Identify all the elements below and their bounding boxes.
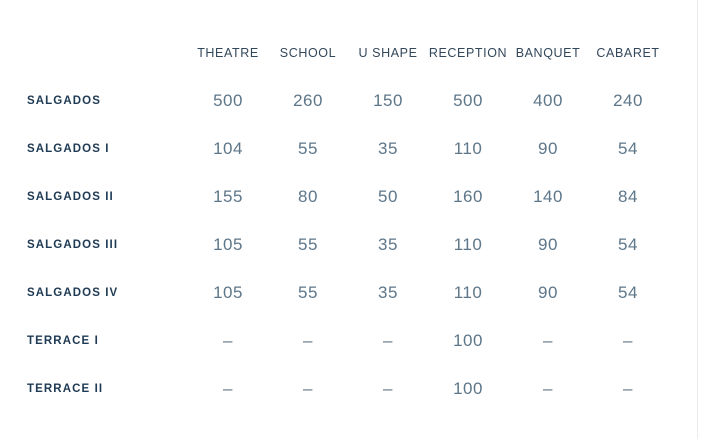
room-label-salgados: SALGADOS [27, 95, 101, 107]
capacity-cell: 500 [453, 91, 483, 110]
capacity-cell: 105 [213, 235, 243, 254]
column-header-school: SCHOOL [279, 46, 337, 60]
capacity-cell: 90 [538, 283, 558, 302]
capacity-cell: 400 [533, 91, 563, 110]
room-label-salgados-ii: SALGADOS II [27, 191, 114, 203]
capacity-cell: 90 [538, 235, 558, 254]
capacity-cell: 160 [453, 187, 483, 206]
column-header-reception: RECEPTION [428, 46, 508, 60]
capacity-cell: 90 [538, 139, 558, 158]
capacity-cell: – [623, 331, 633, 350]
capacity-cell: 55 [298, 235, 318, 254]
capacity-cell: – [383, 331, 393, 350]
room-label-salgados-iv: SALGADOS IV [27, 287, 119, 299]
capacity-cell: 35 [378, 283, 398, 302]
room-label-salgados-i: SALGADOS I [27, 143, 110, 155]
capacity-cell: 54 [618, 139, 638, 158]
capacity-cell: 55 [298, 283, 318, 302]
column-header-u-shape: U SHAPE [358, 46, 418, 60]
capacity-cell: 50 [378, 187, 398, 206]
capacity-cell: 35 [378, 235, 398, 254]
column-header-banquet: BANQUET [515, 46, 581, 60]
capacity-cell: 240 [613, 91, 643, 110]
column-header-cabaret: CABARET [596, 46, 660, 60]
capacity-cell: 155 [213, 187, 243, 206]
capacity-cell: 150 [373, 91, 403, 110]
column-header-theatre: THEATRE [197, 46, 259, 60]
capacity-table: THEATRE SCHOOL U SHAPE RECEPTION BANQUET… [0, 29, 660, 398]
room-label-terrace-i: TERRACE I [27, 335, 99, 347]
capacity-cell: – [223, 331, 233, 350]
capacity-cell: 110 [453, 283, 483, 302]
corner-cell [0, 29, 188, 77]
capacity-cell: – [303, 331, 313, 350]
capacity-cell: – [543, 379, 553, 398]
capacity-cell: 35 [378, 139, 398, 158]
capacity-cell: 80 [298, 187, 318, 206]
capacity-cell: 100 [453, 331, 483, 350]
capacity-cell: – [623, 379, 633, 398]
capacity-cell: 55 [298, 139, 318, 158]
capacity-cell: 110 [453, 235, 483, 254]
capacity-cell: 54 [618, 283, 638, 302]
capacity-cell: 54 [618, 235, 638, 254]
capacity-cell: – [543, 331, 553, 350]
capacity-cell: 104 [213, 139, 243, 158]
capacity-cell: 105 [213, 283, 243, 302]
room-label-terrace-ii: TERRACE II [27, 383, 104, 395]
capacity-cell: 500 [213, 91, 243, 110]
capacity-cell: – [223, 379, 233, 398]
capacity-cell: 140 [533, 187, 563, 206]
capacity-cell: 260 [293, 91, 323, 110]
capacity-cell: 100 [453, 379, 483, 398]
capacity-cell: 110 [453, 139, 483, 158]
capacity-cell: 84 [618, 187, 638, 206]
capacity-cell: – [383, 379, 393, 398]
room-label-salgados-iii: SALGADOS III [27, 239, 119, 251]
right-edge-divider [697, 0, 698, 439]
capacity-cell: – [303, 379, 313, 398]
